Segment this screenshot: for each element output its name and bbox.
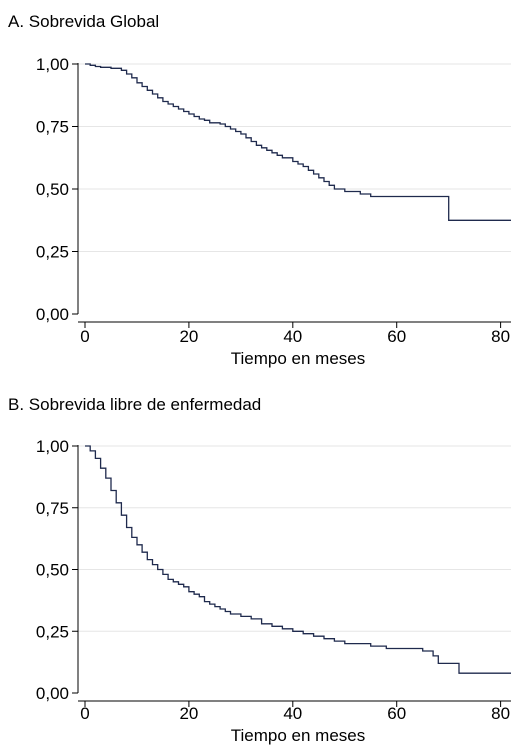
chart-title-b: B. Sobrevida libre de enfermedad xyxy=(8,395,262,414)
x-tick-label: 80 xyxy=(491,327,510,346)
y-tick-label: 0,25 xyxy=(36,622,69,641)
chart-a: 0,00 0,25 0,50 0,75 1,00 0 20 40 60 80 Tiempo en m… xyxy=(36,55,511,368)
x-tick-label: 20 xyxy=(179,704,198,723)
x-tick-label: 20 xyxy=(179,327,198,346)
chart-title-a: A. Sobrevida Global xyxy=(8,12,160,31)
y-tick-label: 0,00 xyxy=(36,684,69,703)
y-tick-label: 0,50 xyxy=(36,180,69,199)
x-axis-title: Tiempo en meses xyxy=(231,726,365,745)
chart-b: 0,00 0,25 0,50 0,75 1,00 0 20 40 60 80 Tiempo en m… xyxy=(36,437,511,745)
y-tick-label: 0,00 xyxy=(36,305,69,324)
y-tick-label: 0,75 xyxy=(36,118,69,137)
x-tick-label: 80 xyxy=(491,704,510,723)
y-tick-label: 0,75 xyxy=(36,499,69,518)
y-tick-label: 1,00 xyxy=(36,55,69,74)
x-axis-title: Tiempo en meses xyxy=(231,349,365,368)
y-tick-label: 0,25 xyxy=(36,243,69,262)
survival-curve xyxy=(85,445,511,674)
x-tick-label: 40 xyxy=(283,704,302,723)
x-tick-label: 60 xyxy=(387,327,406,346)
y-tick-label: 0,50 xyxy=(36,561,69,580)
x-tick-label: 60 xyxy=(387,704,406,723)
x-tick-label: 0 xyxy=(80,704,89,723)
survival-curve xyxy=(85,63,511,221)
y-tick-label: 1,00 xyxy=(36,437,69,456)
x-tick-label: 0 xyxy=(80,327,89,346)
x-tick-label: 40 xyxy=(283,327,302,346)
